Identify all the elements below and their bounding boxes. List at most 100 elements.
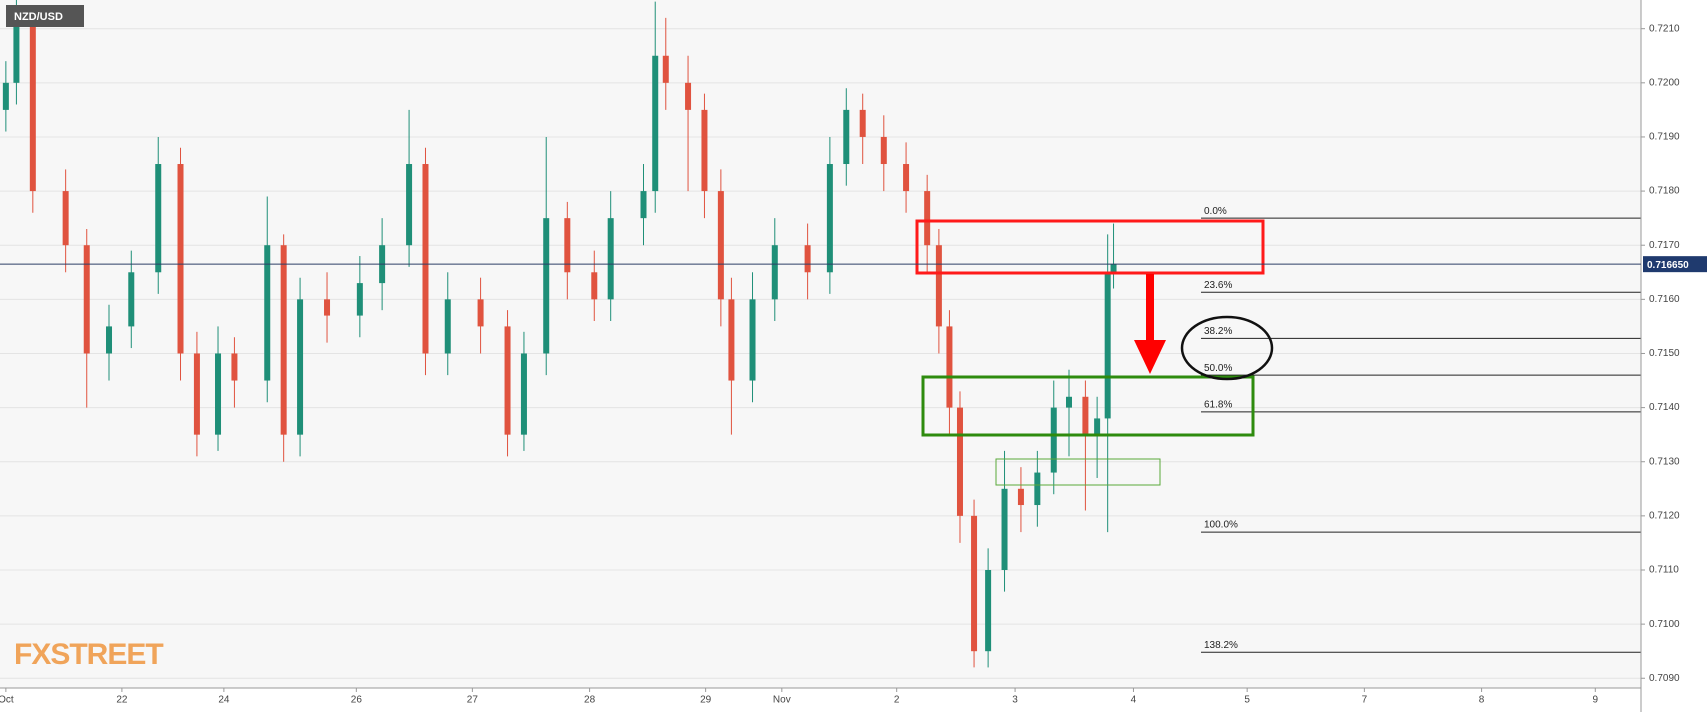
candle-body <box>1094 418 1101 435</box>
x-tick-label: 28 <box>584 695 596 706</box>
last-price-badge <box>1643 256 1707 273</box>
x-tick-label: 24 <box>218 695 230 706</box>
candle-body <box>231 353 238 381</box>
candle-body <box>607 218 614 300</box>
candle-body <box>804 245 811 273</box>
candle-body <box>640 191 647 219</box>
candle-body <box>422 164 429 354</box>
x-tick-label: 4 <box>1131 695 1137 706</box>
candle-body <box>880 136 887 165</box>
y-tick-label: 0.7120 <box>1649 511 1680 522</box>
candles <box>2 0 1117 668</box>
x-tick-label: 26 <box>351 695 363 706</box>
minor-box <box>995 458 1161 486</box>
time-axis-background <box>0 688 1641 712</box>
candle-body <box>701 109 708 192</box>
arrow-shaft <box>1146 274 1154 344</box>
x-tick-label: 2 <box>894 695 900 706</box>
fib-label: 50.0% <box>1204 363 1232 374</box>
fib-label: 23.6% <box>1204 280 1232 291</box>
candle-body <box>1001 488 1008 570</box>
candle-body <box>956 407 963 516</box>
candle-body <box>985 569 992 652</box>
candle-body <box>652 55 659 192</box>
candle-body <box>843 109 850 165</box>
candle-body <box>62 191 69 246</box>
y-tick-label: 0.7210 <box>1649 23 1680 34</box>
candle-body <box>728 299 735 381</box>
candle-body <box>280 245 287 435</box>
candle-body <box>356 283 363 316</box>
x-tick-label: 7 <box>1362 695 1368 706</box>
price-axis-background <box>1641 0 1707 712</box>
candle-body <box>297 299 304 435</box>
candle-body <box>717 191 724 300</box>
y-tick-label: 0.7130 <box>1649 456 1680 467</box>
x-tick-label: 29 <box>700 695 712 706</box>
y-tick-label: 0.7150 <box>1649 348 1680 359</box>
candle-body <box>749 299 756 381</box>
fib-label: 100.0% <box>1204 520 1238 531</box>
candle-body <box>13 17 20 83</box>
candle-body <box>1034 472 1041 506</box>
symbol-badge <box>6 5 84 27</box>
candle-body <box>264 245 271 381</box>
plot-background <box>0 0 1641 688</box>
candle-body <box>591 272 598 300</box>
axes: 0.7090 0.7100 0.7110 0.7120 0.7130 0.7140 0.71… <box>0 23 1707 706</box>
candle-body <box>971 515 978 652</box>
y-tick-label: 0.7100 <box>1649 619 1680 630</box>
candle-body <box>520 353 527 435</box>
candle-body <box>29 17 36 192</box>
candle-body <box>477 299 484 327</box>
candle-body <box>106 326 113 354</box>
candle-body <box>564 218 571 273</box>
x-tick-label: Oct <box>0 695 14 706</box>
candle-body <box>1017 488 1024 506</box>
y-tick-label: 0.7180 <box>1649 186 1680 197</box>
candle-body <box>826 164 833 273</box>
candle-body <box>193 353 200 435</box>
resistance-box <box>915 219 1265 275</box>
candle-body <box>924 191 931 246</box>
y-tick-label: 0.7170 <box>1649 240 1680 251</box>
candle-body <box>504 326 511 435</box>
candle-body <box>1110 264 1117 273</box>
x-tick-label: 9 <box>1593 695 1599 706</box>
fib-label: 61.8% <box>1204 400 1232 411</box>
support-box <box>921 375 1255 437</box>
candle-body <box>155 164 162 273</box>
candle-body <box>685 82 692 110</box>
highlight-ellipse <box>1180 315 1274 381</box>
candle-body <box>1082 396 1089 435</box>
fib-label: 38.2% <box>1204 326 1232 337</box>
arrow-head <box>1134 340 1166 374</box>
y-tick-label: 0.7200 <box>1649 77 1680 88</box>
fib-label: 0.0% <box>1204 206 1227 217</box>
fibonacci: 0.0% 23.6% 38.2% 50.0% 61.8% 100.0% 138.2% <box>1201 206 1641 653</box>
candle-body <box>543 218 550 354</box>
candle-body <box>771 245 778 300</box>
y-tick-label: 0.7110 <box>1649 565 1679 576</box>
last-price-label: 0.716650 <box>1647 260 1689 271</box>
candle-body <box>662 55 669 83</box>
candle-body <box>946 326 953 408</box>
candle-body <box>1065 396 1072 408</box>
candle-body <box>1050 407 1057 473</box>
candle-body <box>444 299 451 354</box>
y-tick-label: 0.7160 <box>1649 294 1680 305</box>
candle-body <box>324 299 331 316</box>
candle-body <box>177 164 184 354</box>
candle-body <box>859 109 866 137</box>
candle-body <box>83 245 90 354</box>
candle-body <box>2 82 9 110</box>
fib-label: 138.2% <box>1204 640 1238 651</box>
x-tick-label: 22 <box>116 695 128 706</box>
candle-body <box>406 164 413 246</box>
watermark: FXSTREET <box>14 638 163 671</box>
candle-body <box>935 245 942 327</box>
candle-body <box>215 353 222 435</box>
x-tick-label: 27 <box>467 695 479 706</box>
symbol: NZD/USD <box>14 11 63 23</box>
